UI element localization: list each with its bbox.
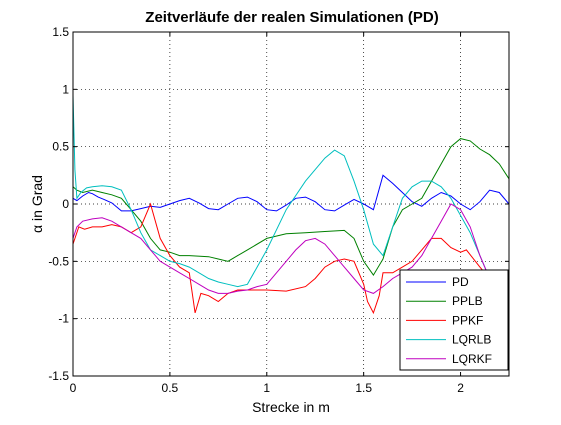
legend-label-ppkf: PPKF xyxy=(452,313,483,327)
y-tick-label: -1.5 xyxy=(48,369,69,383)
legend-label-lqrlb: LQRLB xyxy=(452,333,491,347)
x-axis-label: Strecke in m xyxy=(252,399,330,415)
series-layer xyxy=(72,95,510,315)
x-tick-label: 0 xyxy=(70,381,77,395)
y-tick-label: 1 xyxy=(62,82,69,96)
series-line-lqrlb xyxy=(72,95,510,308)
x-tick-label: 2 xyxy=(457,381,464,395)
x-tick-label: 1.5 xyxy=(355,381,372,395)
x-tick-label: 1 xyxy=(263,381,270,395)
legend: PD PPLB PPKF LQRLB LQRKF xyxy=(399,269,509,371)
series-line-pplb xyxy=(72,138,510,277)
series-line-lqrkf xyxy=(72,203,510,306)
series-line-pd xyxy=(72,174,510,212)
y-tick-label: -0.5 xyxy=(48,254,69,268)
ticks: 0 0.5 1 1.5 2 -1.5 -1 -0.5 0 0.5 1 1.5 xyxy=(48,25,509,395)
y-axis-label: α in Grad xyxy=(29,175,45,233)
legend-label-pplb: PPLB xyxy=(452,294,483,308)
y-tick-label: 0.5 xyxy=(52,140,69,154)
y-tick-label: 0 xyxy=(62,197,69,211)
y-tick-label: -1 xyxy=(58,312,69,326)
y-tick-label: 1.5 xyxy=(52,25,69,39)
legend-label-lqrkf: LQRKF xyxy=(452,352,492,366)
chart-title: Zeitverläufe der realen Simulationen (PD… xyxy=(145,9,438,26)
legend-label-pd: PD xyxy=(452,275,469,289)
x-tick-label: 0.5 xyxy=(162,381,179,395)
